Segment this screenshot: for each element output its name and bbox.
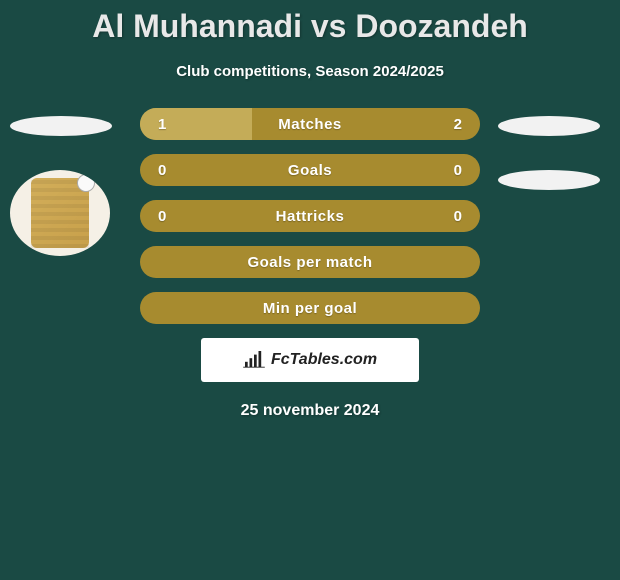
stat-label: Goals — [166, 162, 453, 179]
football-icon — [77, 174, 95, 192]
stat-label: Matches — [166, 116, 453, 133]
stat-right-value: 2 — [454, 116, 462, 133]
stat-bars: 1 Matches 2 0 Goals 0 0 Hattricks 0 Goal… — [140, 108, 480, 324]
content-area: 1 Matches 2 0 Goals 0 0 Hattricks 0 Goal… — [0, 108, 620, 420]
stat-left-value: 0 — [158, 208, 166, 225]
player-badge-right-1 — [498, 116, 600, 136]
stat-row-hattricks: 0 Hattricks 0 — [140, 200, 480, 232]
stat-label: Hattricks — [166, 208, 453, 225]
stat-row-goals: 0 Goals 0 — [140, 154, 480, 186]
brand-text: FcTables.com — [271, 351, 377, 369]
stat-left-value: 1 — [158, 116, 166, 133]
stat-row-matches: 1 Matches 2 — [140, 108, 480, 140]
stat-label: Goals per match — [247, 254, 372, 271]
stat-right-value: 0 — [454, 208, 462, 225]
page-title: Al Muhannadi vs Doozandeh — [0, 0, 620, 45]
stat-label: Min per goal — [263, 300, 357, 317]
avatar-placeholder-icon — [31, 178, 89, 248]
brand-footer[interactable]: FcTables.com — [201, 338, 419, 382]
player-badge-left-1 — [10, 116, 112, 136]
player-avatar-left — [10, 170, 110, 256]
stat-row-mpg: Min per goal — [140, 292, 480, 324]
date-text: 25 november 2024 — [0, 402, 620, 420]
bar-chart-icon — [243, 351, 265, 369]
player-badge-right-2 — [498, 170, 600, 190]
stat-left-value: 0 — [158, 162, 166, 179]
stat-right-value: 0 — [454, 162, 462, 179]
subtitle: Club competitions, Season 2024/2025 — [0, 63, 620, 80]
stat-row-gpm: Goals per match — [140, 246, 480, 278]
